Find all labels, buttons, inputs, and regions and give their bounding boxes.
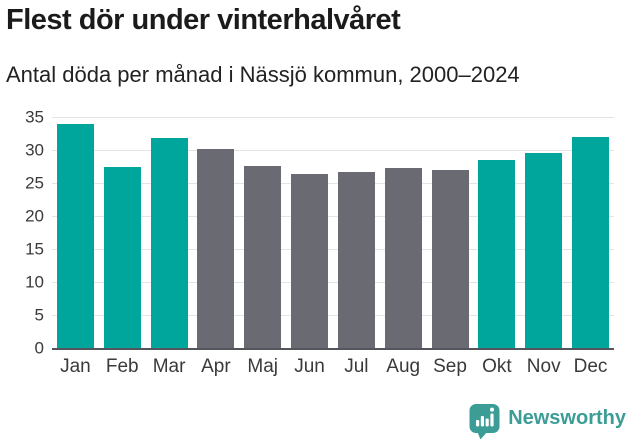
bar-slot-okt xyxy=(473,117,520,348)
gridline-25 xyxy=(52,183,614,184)
x-axis-labels: Jan Feb Mar Apr Maj Jun Jul Aug Sep Okt Nov Dec xyxy=(52,356,614,378)
y-tick-label-35: 35 xyxy=(25,107,44,127)
x-tick-label-feb: Feb xyxy=(105,356,139,377)
x-tick-label-mar: Mar xyxy=(152,356,186,377)
bar-mar xyxy=(150,138,188,348)
y-tick-label-0: 0 xyxy=(34,338,44,358)
bar-nov xyxy=(525,152,563,348)
bar-series xyxy=(52,117,614,348)
x-tick-label-maj: Maj xyxy=(247,356,279,377)
y-tick-label-20: 20 xyxy=(25,206,44,226)
gridline-5 xyxy=(52,315,614,316)
x-tick-label-jul: Jul xyxy=(344,356,369,377)
bar-slot-apr xyxy=(192,117,239,348)
bar-slot-maj xyxy=(239,117,286,348)
bar-slot-dec xyxy=(567,117,614,348)
bar-slot-jul xyxy=(333,117,380,348)
gridline-30 xyxy=(52,150,614,151)
y-tick-label-5: 5 xyxy=(34,305,44,325)
bar-slot-sep xyxy=(427,117,474,348)
bar-jan xyxy=(56,124,94,348)
bar-slot-mar xyxy=(146,117,193,348)
bar-slot-feb xyxy=(99,117,146,348)
x-tick-label-jun: Jun xyxy=(294,356,325,377)
bar-slot-jan xyxy=(52,117,99,348)
gridline-15 xyxy=(52,249,614,250)
bar-jul xyxy=(337,172,375,348)
y-tick-label-30: 30 xyxy=(25,140,44,160)
bar-dec xyxy=(572,136,610,348)
x-tick-label-okt: Okt xyxy=(482,356,512,377)
x-tick-label-aug: Aug xyxy=(386,356,421,377)
x-tick-label-nov: Nov xyxy=(526,356,561,377)
chart-subtitle: Antal döda per månad i Nässjö kommun, 20… xyxy=(6,62,520,87)
x-tick-label-sep: Sep xyxy=(433,356,467,377)
bar-okt xyxy=(478,159,516,348)
bar-maj xyxy=(244,165,282,348)
x-tick-label-jan: Jan xyxy=(60,356,91,377)
gridline-10 xyxy=(52,282,614,283)
brand-footer: Newsworthy xyxy=(468,400,626,439)
bar-sep xyxy=(431,169,469,348)
bar-feb xyxy=(103,167,141,348)
x-tick-label-dec: Dec xyxy=(573,356,608,377)
bar-jun xyxy=(291,173,329,348)
bar-chart-plot-area xyxy=(52,117,614,350)
y-tick-label-10: 10 xyxy=(25,272,44,292)
bar-slot-nov xyxy=(520,117,567,348)
gridline-35 xyxy=(52,117,614,118)
y-tick-label-15: 15 xyxy=(25,239,44,259)
x-tick-label-apr: Apr xyxy=(201,356,231,377)
y-axis-labels: 0 5 10 15 20 25 30 35 xyxy=(0,109,44,357)
bar-slot-aug xyxy=(380,117,427,348)
bar-aug xyxy=(384,168,422,348)
gridline-20 xyxy=(52,216,614,217)
bar-apr xyxy=(197,148,235,348)
bar-slot-jun xyxy=(286,117,333,348)
y-tick-label-25: 25 xyxy=(25,173,44,193)
newsworthy-logo-icon xyxy=(469,403,500,439)
chart-title: Flest dör under vinterhalvåret xyxy=(6,4,401,36)
x-axis-line xyxy=(52,347,614,350)
brand-name: Newsworthy xyxy=(508,407,626,429)
